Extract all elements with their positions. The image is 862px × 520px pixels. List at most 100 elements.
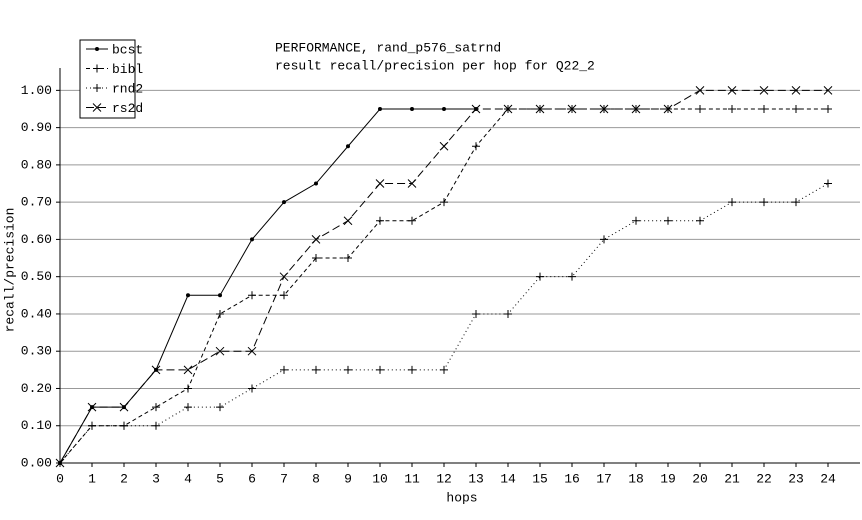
point [760, 198, 768, 207]
point [55, 458, 65, 468]
x-tick-label: 19 [660, 471, 676, 486]
legend-box [79, 39, 136, 119]
x-tick-label: 9 [344, 471, 352, 486]
point [408, 216, 416, 225]
point [87, 402, 97, 412]
legend-marker [93, 84, 101, 92]
point [311, 235, 321, 244]
point [152, 403, 160, 412]
point [696, 104, 704, 113]
point [792, 104, 800, 113]
point [695, 86, 705, 95]
point [280, 291, 288, 300]
point [407, 179, 417, 188]
point [664, 216, 672, 225]
y-tick-label: 1.00 [21, 83, 52, 98]
x-tick-label: 2 [120, 471, 128, 486]
point [567, 104, 577, 114]
point [791, 86, 801, 95]
point [471, 104, 481, 114]
point [152, 421, 160, 430]
y-tick-label: 0.60 [21, 232, 52, 247]
x-tick-label: 10 [372, 471, 388, 486]
point [663, 104, 673, 114]
point [346, 144, 350, 149]
point [312, 254, 320, 263]
point [216, 309, 224, 318]
point [282, 200, 286, 205]
point [535, 104, 545, 114]
x-tick-label: 20 [692, 471, 708, 486]
legend-label: bcst [112, 42, 143, 57]
x-tick-label: 4 [184, 471, 192, 486]
x-tick-label: 13 [468, 471, 484, 486]
point [280, 365, 288, 374]
point [119, 402, 129, 412]
x-tick-label: 1 [88, 471, 96, 486]
point [183, 365, 193, 375]
x-tick-label: 3 [152, 471, 160, 486]
legend-label: bibl [112, 62, 143, 77]
x-tick-label: 24 [820, 471, 836, 486]
point [376, 365, 384, 374]
point [600, 235, 608, 244]
point [343, 216, 353, 226]
point [503, 104, 513, 114]
point [632, 216, 640, 225]
point [376, 216, 384, 225]
point [250, 237, 254, 242]
legend-marker [92, 103, 102, 112]
point [472, 142, 480, 151]
x-tick-label: 15 [532, 471, 548, 486]
y-tick-label: 0.10 [21, 418, 52, 433]
chart-subtitle: result recall/precision per hop for Q22_… [275, 58, 595, 73]
x-tick-label: 6 [248, 471, 256, 486]
y-axis-label: recall/precision [2, 208, 17, 333]
chart-title: PERFORMANCE, rand_p576_satrnd [275, 40, 501, 55]
point [279, 272, 289, 282]
point [440, 198, 448, 207]
x-tick-label: 8 [312, 471, 320, 486]
point [599, 104, 609, 114]
x-tick-label: 5 [216, 471, 224, 486]
point [375, 179, 385, 188]
x-tick-label: 21 [724, 471, 740, 486]
x-tick-label: 7 [280, 471, 288, 486]
point [344, 365, 352, 374]
x-tick-label: 23 [788, 471, 804, 486]
point [472, 309, 480, 318]
point [184, 403, 192, 412]
point [440, 365, 448, 374]
point [442, 106, 446, 111]
x-axis-label: hops [446, 490, 477, 505]
legend-label: rnd2 [112, 81, 143, 96]
legend-marker [95, 47, 99, 51]
point [410, 106, 414, 111]
point [728, 198, 736, 207]
x-tick-label: 17 [596, 471, 612, 486]
point [728, 104, 736, 113]
series-line [59, 183, 829, 464]
legend-marker [93, 64, 101, 73]
point [120, 421, 128, 430]
x-tick-label: 16 [564, 471, 580, 486]
point [248, 291, 256, 300]
y-tick-label: 0.30 [21, 344, 52, 359]
point [727, 86, 737, 95]
point [824, 104, 832, 113]
point [247, 346, 257, 356]
point [216, 403, 224, 412]
point [248, 384, 256, 393]
point [215, 346, 225, 356]
x-tick-label: 18 [628, 471, 644, 486]
point [439, 141, 449, 151]
point [184, 384, 192, 393]
point [759, 86, 769, 95]
y-tick-label: 0.20 [21, 381, 52, 396]
point [344, 254, 352, 263]
y-tick-label: 0.00 [21, 455, 52, 470]
series-line [59, 108, 476, 464]
point [631, 104, 641, 114]
point [824, 179, 832, 188]
y-tick-label: 0.40 [21, 306, 52, 321]
